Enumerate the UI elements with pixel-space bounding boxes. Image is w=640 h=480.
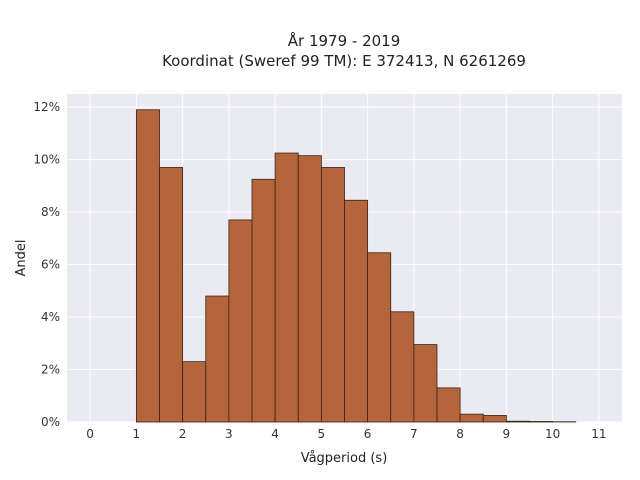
chart-title-line2: Koordinat (Sweref 99 TM): E 372413, N 62… bbox=[162, 52, 526, 70]
histogram-bar bbox=[251, 178, 276, 423]
y-tick-label: 6% bbox=[41, 258, 60, 272]
histogram-bar bbox=[320, 167, 345, 423]
x-tick-label: 4 bbox=[271, 427, 279, 441]
y-axis-ticks: 0% 2% 4% 6% 8% 10% 12% bbox=[33, 100, 60, 429]
x-tick-label: 6 bbox=[364, 427, 372, 441]
histogram-bar bbox=[505, 420, 530, 423]
x-tick-label: 11 bbox=[591, 427, 606, 441]
x-axis-ticks: 0 1 2 3 4 5 6 7 8 9 10 11 bbox=[86, 427, 606, 441]
y-tick-label: 2% bbox=[41, 363, 60, 377]
histogram-bar bbox=[159, 167, 184, 423]
x-tick-label: 1 bbox=[133, 427, 141, 441]
x-tick-label: 3 bbox=[225, 427, 233, 441]
x-tick-label: 10 bbox=[545, 427, 560, 441]
x-tick-label: 2 bbox=[179, 427, 187, 441]
histogram-bar bbox=[482, 415, 507, 423]
x-tick-label: 9 bbox=[503, 427, 511, 441]
x-axis-label: Vågperiod (s) bbox=[301, 451, 388, 466]
y-tick-label: 12% bbox=[33, 100, 60, 114]
histogram-bar bbox=[297, 155, 322, 423]
x-tick-label: 0 bbox=[86, 427, 94, 441]
histogram-bar bbox=[135, 109, 160, 423]
histogram-bar bbox=[413, 344, 438, 423]
histogram-bar bbox=[367, 252, 392, 423]
histogram-bar bbox=[529, 421, 554, 423]
y-tick-label: 0% bbox=[41, 415, 60, 429]
histogram-bar bbox=[182, 361, 207, 423]
x-tick-label: 5 bbox=[318, 427, 326, 441]
histogram-bar bbox=[205, 295, 230, 423]
bars bbox=[135, 109, 577, 423]
y-tick-label: 8% bbox=[41, 205, 60, 219]
histogram-bar bbox=[344, 199, 369, 423]
histogram-bar bbox=[390, 311, 415, 423]
y-tick-label: 4% bbox=[41, 310, 60, 324]
histogram-bar bbox=[228, 219, 253, 423]
chart-title-line1: År 1979 - 2019 bbox=[288, 31, 401, 50]
x-tick-label: 8 bbox=[456, 427, 464, 441]
y-axis-label: Andel bbox=[14, 240, 29, 277]
histogram-bar bbox=[274, 152, 299, 423]
y-tick-label: 10% bbox=[33, 153, 60, 167]
x-tick-label: 7 bbox=[410, 427, 418, 441]
histogram-bar bbox=[436, 387, 461, 423]
histogram-bar bbox=[459, 413, 484, 423]
